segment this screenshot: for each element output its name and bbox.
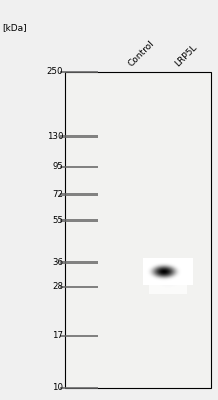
Bar [60, 219, 97, 222]
Bar [60, 193, 97, 196]
Text: LRP5L: LRP5L [174, 42, 199, 68]
Text: 28: 28 [52, 282, 63, 292]
Bar [60, 286, 97, 288]
Bar [60, 261, 97, 264]
Text: 72: 72 [52, 190, 63, 199]
Text: 95: 95 [52, 162, 63, 172]
Text: [kDa]: [kDa] [2, 23, 27, 32]
Text: 17: 17 [52, 332, 63, 340]
Bar [60, 70, 97, 73]
Text: 10: 10 [52, 384, 63, 392]
Bar [60, 386, 97, 390]
Text: Control: Control [127, 38, 156, 68]
Text: 250: 250 [47, 68, 63, 76]
Text: 130: 130 [47, 132, 63, 141]
Bar [60, 135, 97, 138]
Text: 55: 55 [52, 216, 63, 225]
Text: 36: 36 [52, 258, 63, 267]
Bar [60, 334, 97, 337]
Bar [60, 166, 97, 168]
Bar [65, 72, 211, 388]
